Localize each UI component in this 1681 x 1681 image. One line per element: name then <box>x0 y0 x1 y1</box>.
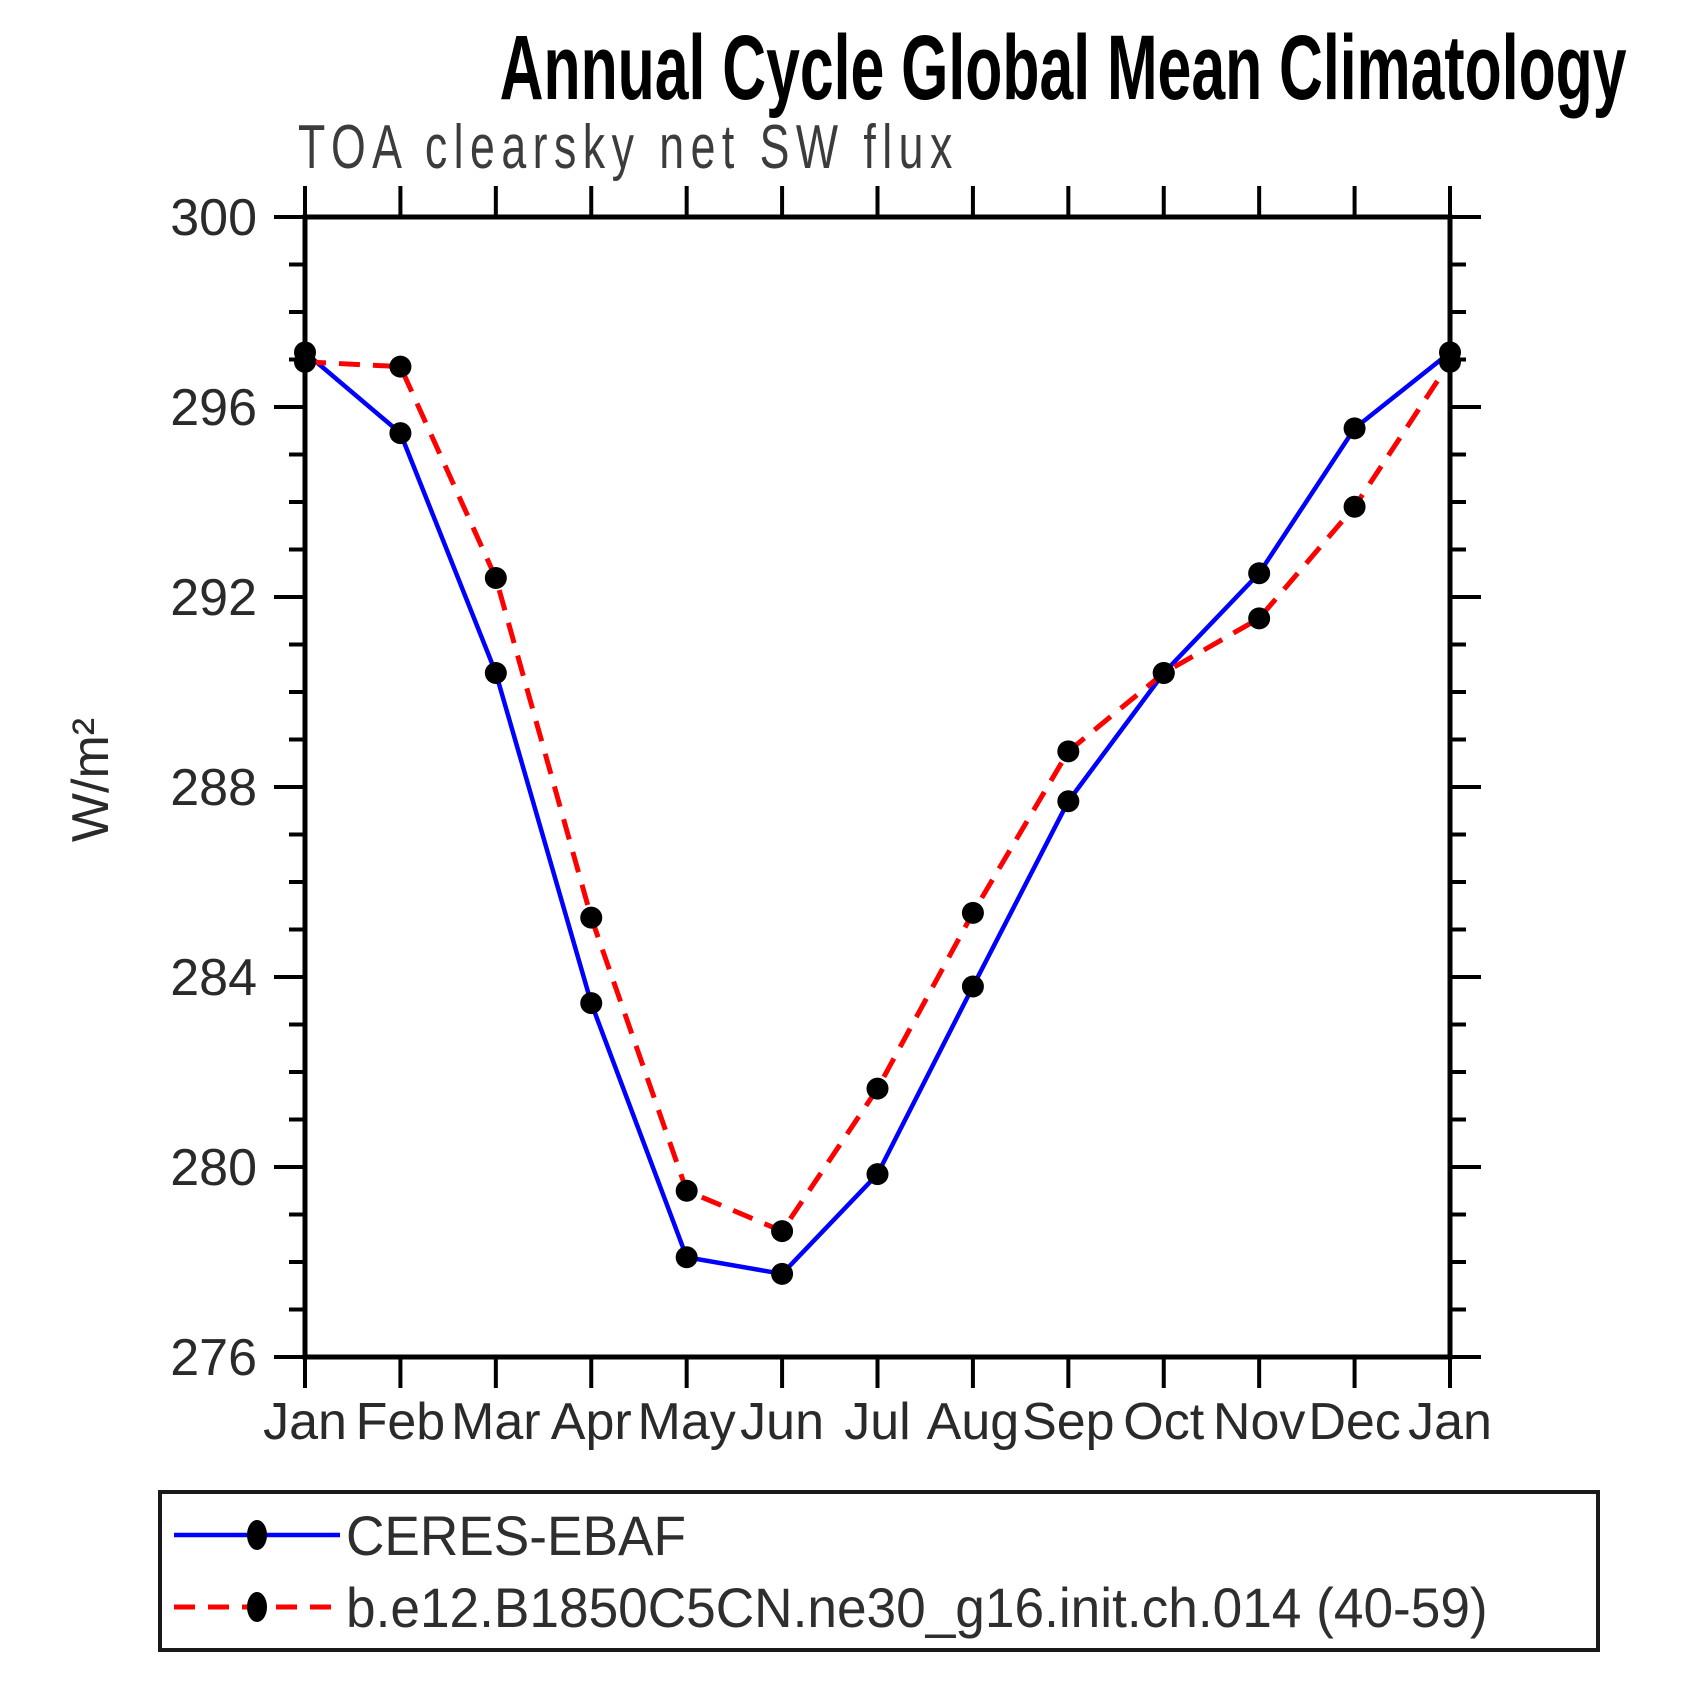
data-point <box>1343 495 1366 518</box>
series-ceres-ebaf <box>294 341 1461 1285</box>
series-model <box>294 350 1461 1243</box>
axis-tick-labels: Jan Feb Mar Apr May Jun Jul Aug Sep Oct Nov Dec Jan2… <box>170 189 1492 1451</box>
data-point <box>1248 607 1271 630</box>
svg-text:288: 288 <box>170 759 257 817</box>
legend-sample-ceres-line <box>174 1520 340 1550</box>
data-point <box>484 567 507 589</box>
svg-text:296: 296 <box>170 379 257 437</box>
legend-row-model: b.e12.B1850C5CN.ne30_g16.init.ch.014 (40… <box>162 1571 1596 1643</box>
data-point <box>1439 350 1461 373</box>
data-point <box>1057 740 1080 763</box>
svg-text:Aug: Aug <box>927 1393 1020 1451</box>
svg-text:Mar: Mar <box>451 1393 541 1451</box>
data-point <box>580 992 603 1015</box>
svg-text:292: 292 <box>170 569 257 627</box>
data-point <box>866 1163 889 1186</box>
data-point <box>866 1077 889 1100</box>
svg-text:284: 284 <box>170 949 257 1007</box>
legend-sample-model-line <box>174 1592 340 1622</box>
svg-text:Feb: Feb <box>356 1393 446 1451</box>
legend: CERES-EBAF b.e12.B1850C5CN.ne30_g16.init… <box>158 1490 1600 1652</box>
data-point <box>484 662 507 684</box>
legend-label-ceres: CERES-EBAF <box>346 1503 686 1567</box>
data-point <box>1152 662 1175 684</box>
x-axis-ticks <box>303 186 1452 1388</box>
legend-row-ceres: CERES-EBAF <box>162 1499 1596 1571</box>
data-point <box>294 350 316 373</box>
data-point <box>961 901 984 924</box>
data-point <box>961 975 984 998</box>
data-point <box>675 1246 698 1269</box>
svg-text:Dec: Dec <box>1308 1393 1400 1451</box>
svg-text:Sep: Sep <box>1022 1393 1115 1451</box>
chart-subtitle: TOA clearsky net SW flux <box>298 113 959 182</box>
svg-text:Jan: Jan <box>263 1393 347 1451</box>
y-axis-title: W/m² <box>62 718 120 842</box>
svg-text:276: 276 <box>170 1329 257 1387</box>
data-point <box>389 355 412 378</box>
data-point <box>1248 562 1271 585</box>
legend-label-model: b.e12.B1850C5CN.ne30_g16.init.ch.014 (40… <box>346 1575 1488 1639</box>
svg-text:Jan: Jan <box>1408 1393 1492 1451</box>
data-point <box>771 1220 794 1243</box>
svg-text:Jul: Jul <box>844 1393 910 1451</box>
svg-text:Oct: Oct <box>1123 1393 1204 1451</box>
svg-text:280: 280 <box>170 1139 257 1197</box>
svg-text:Jun: Jun <box>740 1393 824 1451</box>
plot-area: Jan Feb Mar Apr May Jun Jul Aug Sep Oct Nov Dec Jan2… <box>62 186 1492 1451</box>
data-point <box>1343 417 1366 440</box>
svg-text:Nov: Nov <box>1213 1393 1305 1451</box>
data-point <box>1057 790 1080 813</box>
data-point <box>580 906 603 929</box>
svg-text:May: May <box>638 1393 736 1451</box>
svg-text:300: 300 <box>170 189 257 247</box>
plot-frame <box>302 214 1453 1360</box>
data-point <box>675 1179 698 1202</box>
svg-text:Apr: Apr <box>551 1393 632 1451</box>
y-axis-ticks <box>274 215 1481 1359</box>
data-point <box>771 1262 794 1285</box>
data-point <box>389 422 412 445</box>
